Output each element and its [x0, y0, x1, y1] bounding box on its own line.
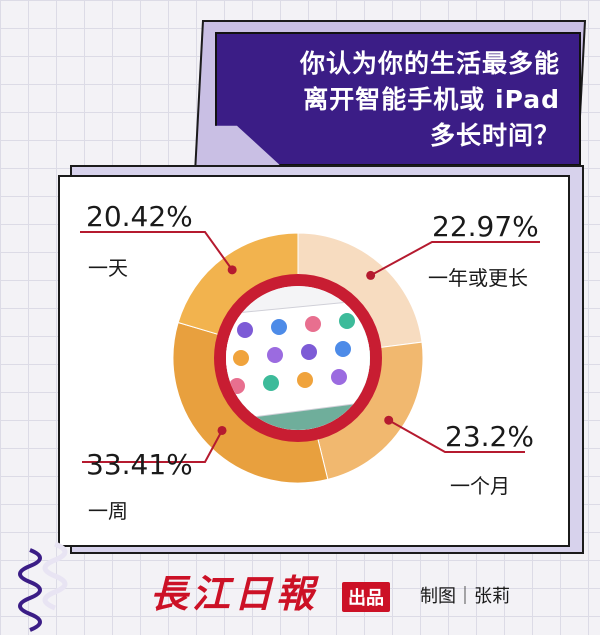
- slice-category-label: 一年或更长: [428, 266, 528, 290]
- phone-illustration: [226, 286, 370, 430]
- leader-dot: [366, 270, 376, 280]
- slice-value-label: 23.2%: [445, 420, 534, 453]
- app-icon: [263, 375, 279, 391]
- slice-value-label: 22.97%: [432, 210, 539, 243]
- leader-dot: [227, 265, 237, 275]
- production-badge: 出品: [342, 582, 390, 612]
- speech-bubble: [215, 32, 581, 166]
- app-icon: [237, 322, 253, 338]
- leader-dot: [217, 425, 227, 435]
- question-line-2: 离开智能手机或 iPad: [303, 85, 560, 114]
- app-icon: [305, 316, 321, 332]
- app-icon: [297, 372, 313, 388]
- leader-line: [370, 241, 540, 277]
- question-line-1: 你认为你的生活最多能: [299, 49, 560, 78]
- app-icon: [233, 350, 249, 366]
- slice-category-label: 一周: [88, 499, 128, 523]
- slice-category-label: 一个月: [450, 474, 510, 498]
- app-icon: [335, 341, 351, 357]
- app-icon: [271, 319, 287, 335]
- newspaper-logo: 長江日報: [150, 571, 319, 616]
- leader-dot: [384, 415, 394, 425]
- question-line-3: 多长时间？: [429, 121, 560, 150]
- leader-line: [80, 231, 233, 271]
- credit-text: 制图｜张莉: [420, 586, 510, 607]
- app-icon: [331, 369, 347, 385]
- leader-line: [388, 419, 525, 453]
- app-icon: [339, 313, 355, 329]
- question-title: 你认为你的生活最多能 离开智能手机或 iPad 多长时间？: [230, 46, 560, 154]
- slice-category-label: 一天: [88, 256, 128, 280]
- slice-value-label: 33.41%: [86, 448, 193, 481]
- slice-value-label: 20.42%: [86, 200, 193, 233]
- app-icon: [267, 347, 283, 363]
- center-ring: [214, 274, 382, 442]
- leader-line: [82, 430, 223, 463]
- decorative-squiggle: [18, 541, 68, 632]
- app-icon: [301, 344, 317, 360]
